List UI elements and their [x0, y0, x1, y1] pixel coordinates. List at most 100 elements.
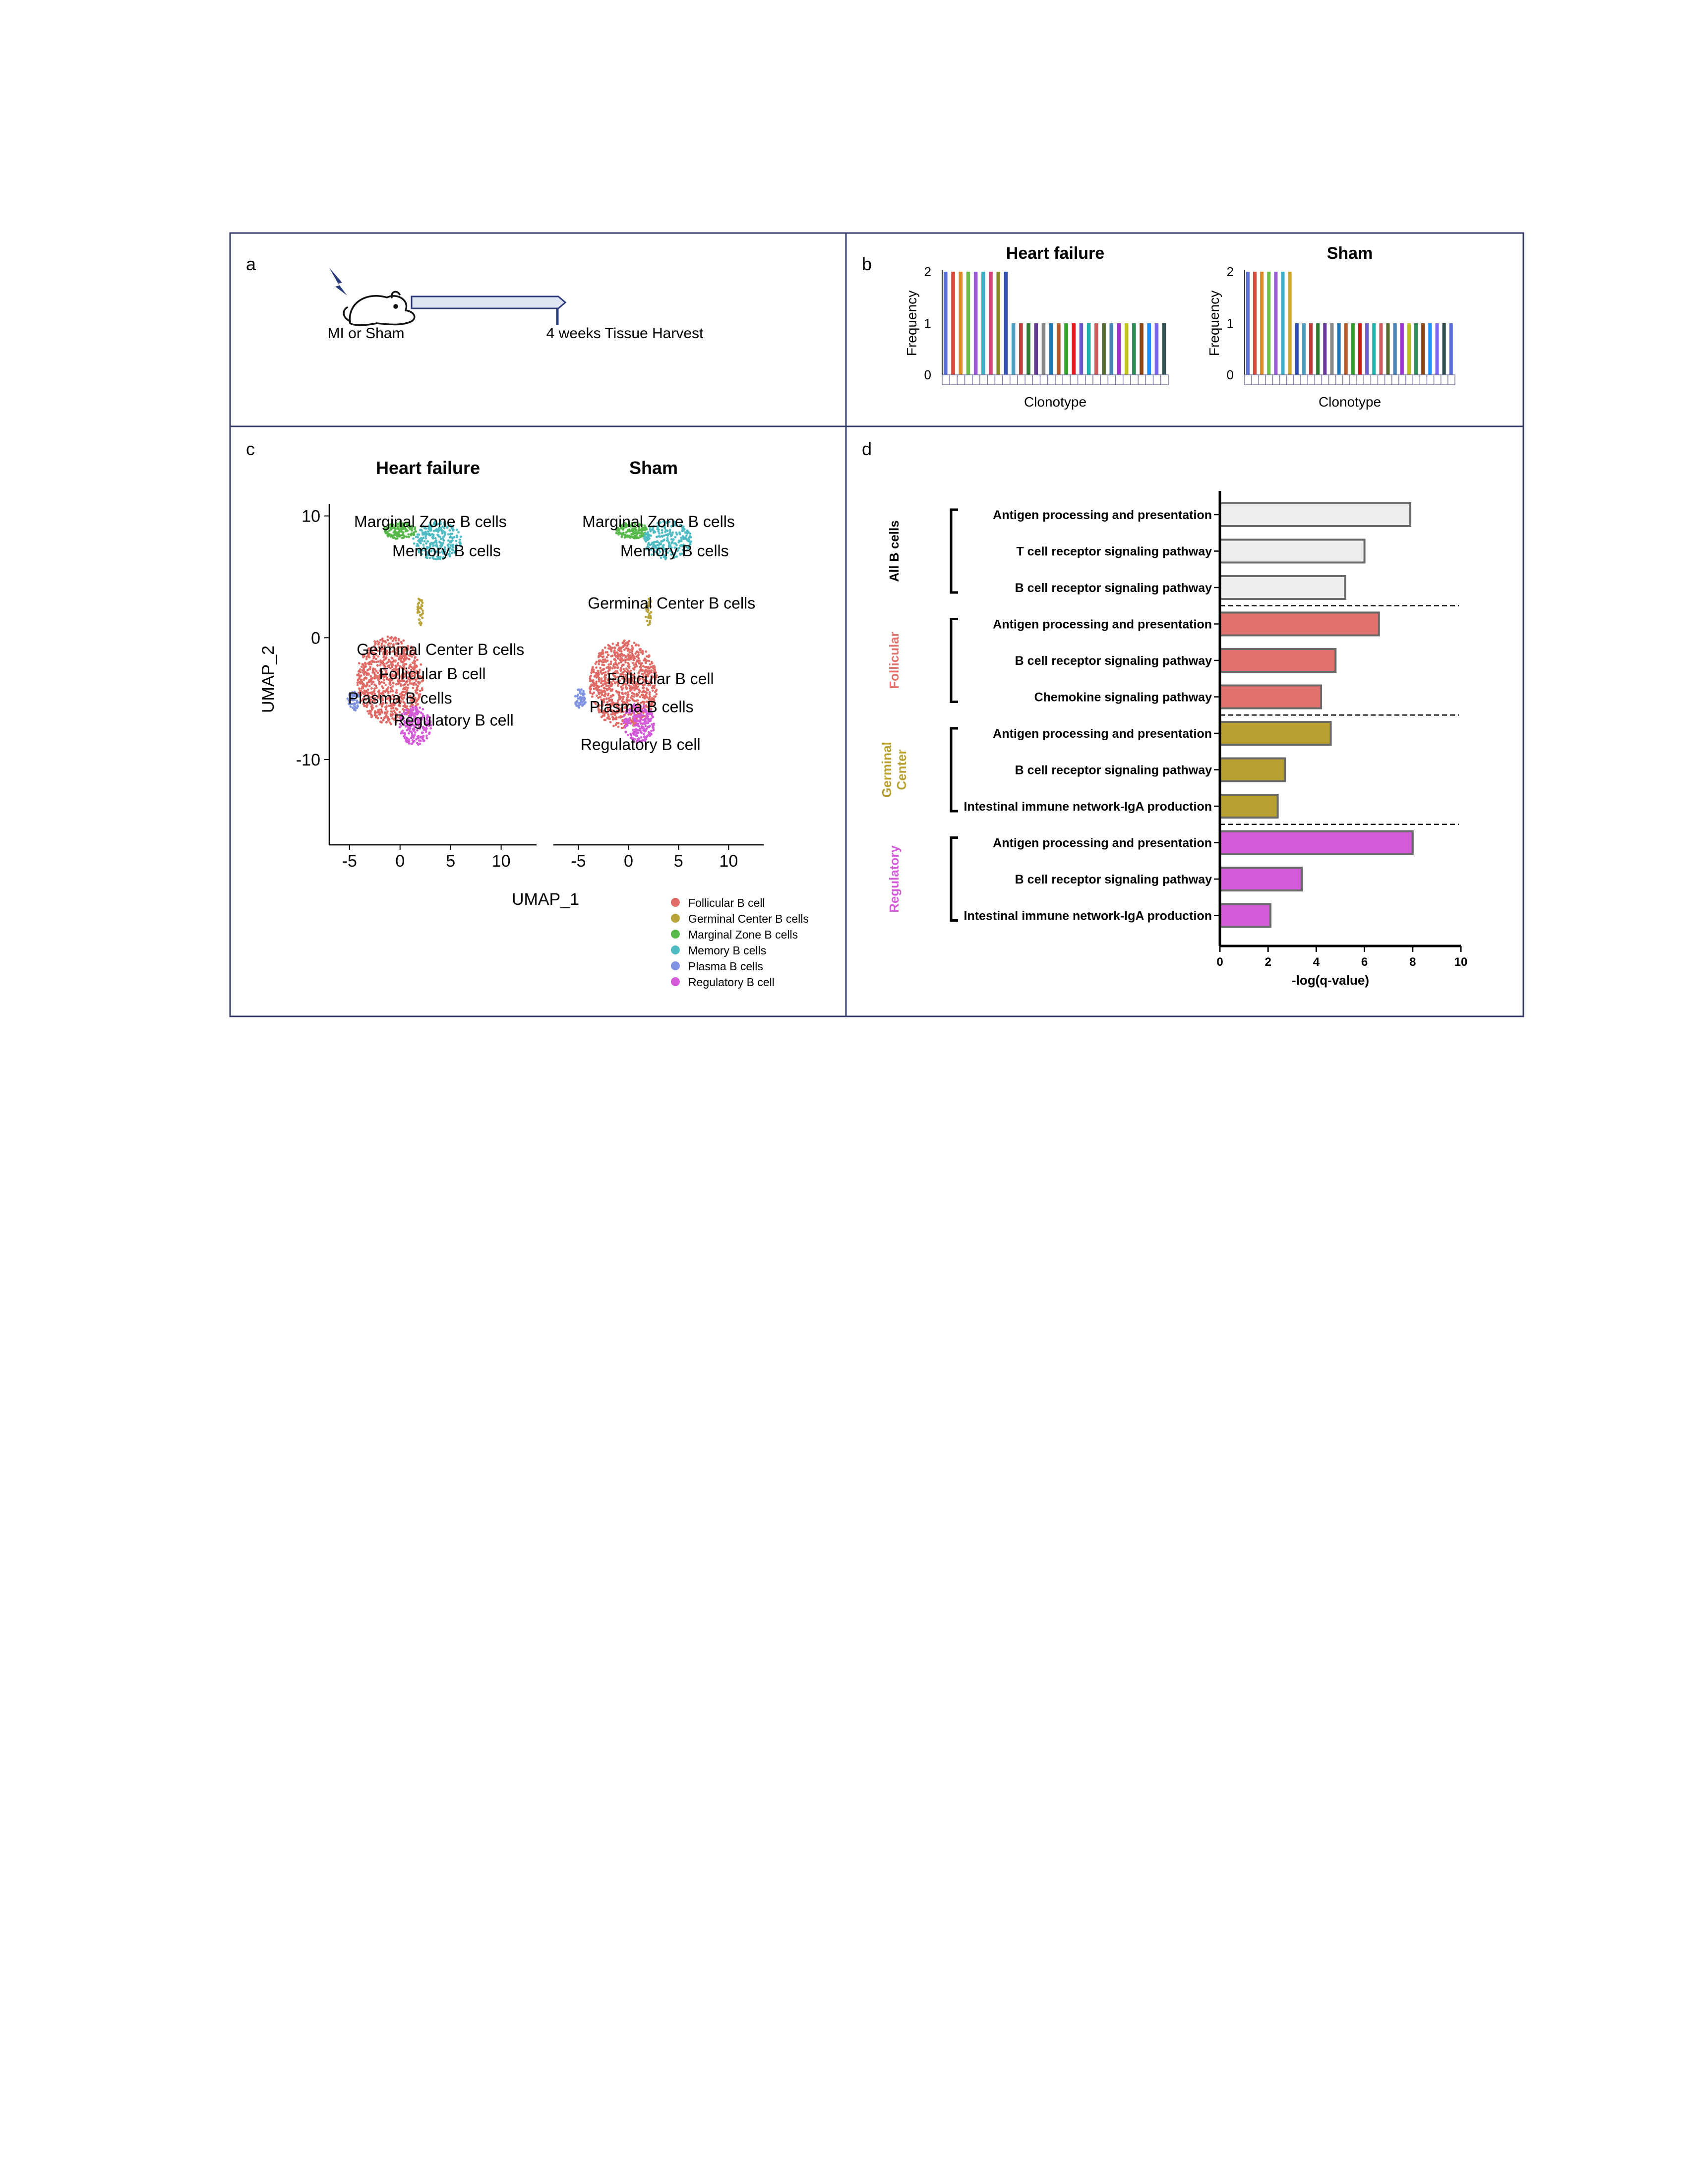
umap-point: [679, 540, 681, 542]
umap-point: [392, 536, 395, 539]
umap-point: [641, 722, 644, 725]
umap-point: [390, 686, 392, 689]
umap-point: [628, 651, 631, 654]
umap-point: [418, 622, 421, 625]
umap-point: [455, 539, 458, 542]
legend-swatch: [671, 945, 680, 954]
clonotype-bar: [1154, 323, 1159, 375]
umap-point: [619, 686, 622, 688]
umap-point: [409, 653, 412, 656]
clonotype-bar: [1117, 323, 1121, 375]
umap-point: [410, 721, 413, 723]
umap-point: [399, 693, 402, 696]
umap-point: [359, 681, 361, 684]
legend-label: Follicular B cell: [688, 896, 765, 909]
umap-point: [616, 705, 619, 708]
umap-point: [356, 702, 359, 704]
x-tick-label: -5: [342, 852, 357, 871]
umap-point: [395, 707, 397, 710]
umap-point: [383, 667, 385, 670]
clonotype-bar: [1386, 323, 1390, 375]
umap-point: [643, 705, 646, 708]
umap-point: [662, 520, 665, 523]
umap-point: [653, 687, 656, 689]
umap-point: [606, 701, 609, 704]
umap-point: [396, 533, 399, 536]
umap-point: [379, 664, 382, 667]
umap-point: [408, 721, 411, 724]
x-tick-label: 2: [1265, 955, 1271, 969]
umap-point: [448, 555, 451, 558]
umap-point: [385, 662, 388, 665]
umap-point: [651, 662, 654, 665]
umap-point: [363, 677, 366, 680]
umap-point: [622, 715, 625, 718]
clonotype-cell: [1363, 374, 1372, 385]
umap-point: [653, 698, 655, 701]
umap-point: [389, 667, 392, 670]
umap-point: [606, 708, 609, 710]
umap-point: [609, 703, 612, 706]
cluster-label: Germinal Center B cells: [588, 594, 755, 612]
umap-point: [598, 711, 601, 713]
umap-point: [617, 682, 620, 685]
umap-point: [601, 672, 603, 675]
umap-point: [609, 699, 612, 702]
umap-point: [452, 549, 454, 552]
umap-point: [637, 530, 640, 532]
umap-point: [385, 721, 388, 724]
clonotype-bar: [1072, 323, 1076, 375]
umap-point: [410, 704, 413, 706]
umap-point: [399, 665, 401, 668]
umap-point: [582, 692, 585, 695]
umap-point: [642, 696, 645, 699]
umap-point: [679, 524, 682, 527]
umap-point: [604, 671, 607, 674]
umap-point: [611, 654, 614, 657]
umap-point: [432, 530, 435, 532]
umap-point: [666, 551, 669, 554]
umap-point: [649, 615, 652, 617]
umap-point: [597, 675, 600, 677]
umap-point: [451, 539, 454, 542]
umap-point: [401, 655, 404, 658]
umap-point: [636, 739, 639, 742]
umap-point: [622, 721, 625, 724]
umap-point: [443, 550, 446, 553]
umap-point: [617, 710, 620, 713]
umap-point: [386, 718, 389, 721]
umap-point: [661, 531, 663, 534]
umap-point: [356, 684, 359, 687]
umap-point: [649, 543, 652, 546]
umap-point: [365, 706, 368, 708]
umap-point: [386, 635, 389, 638]
umap-point: [641, 524, 644, 526]
clonotype-bar: [1253, 272, 1257, 375]
umap-point: [380, 681, 383, 684]
umap-point: [650, 717, 653, 720]
umap-point: [614, 711, 617, 714]
umap-point: [422, 612, 424, 615]
umap-point: [404, 530, 407, 532]
umap-point: [374, 643, 377, 646]
umap-point: [397, 695, 399, 698]
umap-point: [432, 544, 435, 547]
umap-point: [626, 734, 629, 736]
umap-point: [633, 705, 636, 708]
umap-point: [616, 670, 619, 673]
umap-cluster: [622, 703, 655, 744]
umap-point: [433, 552, 436, 555]
umap-point: [419, 529, 422, 531]
umap-point: [390, 534, 393, 537]
umap-point: [429, 544, 431, 547]
umap-point: [612, 702, 615, 704]
clonotype-cell: [1160, 374, 1169, 385]
umap-point: [616, 676, 619, 678]
umap-point: [648, 548, 651, 551]
umap-point: [430, 541, 433, 544]
umap-point: [385, 702, 388, 705]
umap-point: [630, 685, 633, 688]
umap-point: [416, 611, 419, 614]
umap-point: [670, 546, 673, 549]
umap-point: [412, 672, 415, 674]
